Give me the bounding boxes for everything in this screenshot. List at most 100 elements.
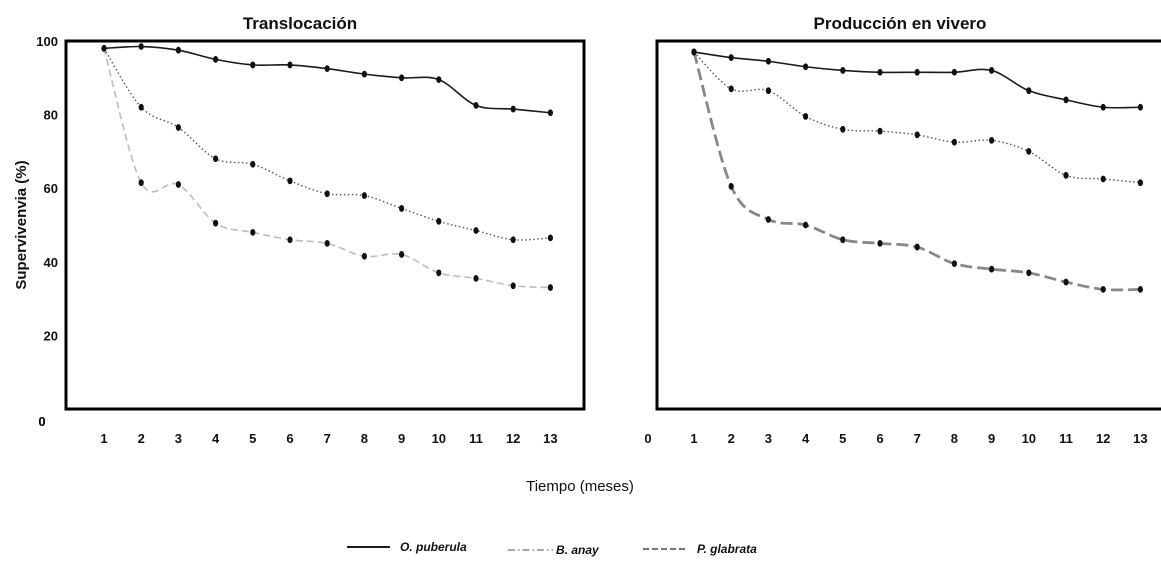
- panel-1-series-line-1: [103, 45, 551, 114]
- panel-1-series-3-point: [324, 190, 330, 198]
- panel-2-series-1-point: [1026, 87, 1032, 95]
- y-axis-label: Supervivenvia (%): [13, 160, 30, 289]
- panel-2-series-2-point: [1026, 148, 1032, 155]
- panel-1-series-1-point: [138, 43, 144, 50]
- panel-2-title: Producción en vivero: [814, 14, 987, 33]
- panel-2-frame: [655, 39, 1161, 411]
- panel-2-series-2-point: [877, 127, 883, 135]
- panel-1-y-tick: 60: [44, 181, 58, 196]
- panel-2-series-line-1: [693, 51, 1141, 109]
- panel-1-x-tick: 10: [432, 431, 446, 446]
- panel-2-x-tick: 5: [839, 431, 846, 446]
- legend-label-b-anay: B. anay: [556, 543, 600, 557]
- panel-1-series-1-point: [399, 74, 405, 82]
- panel-2-series-3-point: [691, 48, 697, 56]
- panel-1-series-2-point: [399, 251, 405, 258]
- panel-1-x-tick: 2: [138, 431, 145, 446]
- x-axis-label: Tiempo (meses): [526, 478, 634, 495]
- panel-2-series-2-point: [803, 113, 809, 120]
- panel-1-series-2-point: [361, 252, 367, 260]
- panel-2-x-tick: 4: [802, 431, 810, 446]
- panel-1-series-line-3: [103, 47, 551, 241]
- panel-2-series-3-point: [1063, 278, 1069, 286]
- panel-2-series-2-point: [914, 131, 920, 139]
- panel-2-series-1-point: [803, 63, 809, 71]
- panel-2-x-tick: 10: [1022, 431, 1036, 446]
- panel-1-series-3-point: [510, 236, 516, 244]
- panel-1-series-1-point: [250, 61, 256, 69]
- panel-1-series-3-point: [473, 227, 479, 234]
- panel-1-series-3-point: [547, 234, 554, 242]
- panel-1-y-tick: 40: [44, 255, 58, 270]
- panel-2-series-1-point: [840, 67, 846, 74]
- panel-1-y-tick-zero: 0: [38, 414, 45, 429]
- panel-1-x-tick: 6: [286, 431, 293, 446]
- panel-2-series-3-point: [1026, 269, 1032, 277]
- panel-1-y-tick: 100: [36, 34, 58, 49]
- panel-2-series-2-point: [840, 125, 846, 133]
- panel-1-title: Translocación: [243, 14, 357, 33]
- panel-2-series-3-point: [914, 243, 920, 251]
- panel-2-series-3-point: [1100, 286, 1106, 293]
- panel-2-series-3-point: [1137, 286, 1143, 293]
- panel-1-series-3-point: [287, 177, 293, 185]
- panel-2-series-1-point: [1100, 103, 1106, 111]
- panel-2-x-tick: 9: [988, 431, 995, 446]
- panel-2-series-1-point: [951, 68, 958, 76]
- panel-2-x-tick: 1: [690, 431, 697, 446]
- panel-2-series-1-point: [728, 54, 734, 61]
- legend-label-o-puberula: O. puberula: [400, 540, 467, 554]
- panel-1-series-3-point: [436, 217, 442, 225]
- panel-1-origin-label: 0: [38, 414, 45, 429]
- panel-1-y-tick: 80: [44, 108, 58, 123]
- panel-1-series-1-point: [324, 65, 330, 72]
- panel-1-series-line-2: [103, 48, 551, 289]
- panel-2-series-2-point: [989, 136, 995, 144]
- legend: O. puberula B. anay P. glabrata: [347, 540, 757, 557]
- panel-1-series-3-point: [101, 44, 107, 52]
- panel-2-series-2-point: [1137, 179, 1143, 187]
- panel-1-x-tick: 4: [212, 431, 220, 446]
- panel-2-series-line-3: [692, 51, 1141, 292]
- panel-1-series-1-point: [547, 109, 554, 117]
- panel-2-series-1-point: [989, 67, 995, 74]
- panel-1-series-2-point: [138, 179, 144, 187]
- panel-1-x-tick: 13: [543, 431, 557, 446]
- panel-2-series-3-point: [765, 216, 772, 223]
- panel-1-x-tick: 8: [361, 431, 368, 446]
- panel-2-series-3-point: [840, 236, 846, 244]
- panel-2-x-tick: 2: [728, 431, 735, 446]
- panel-1-series-1-point: [473, 102, 479, 109]
- panel-1-x-tick: 3: [175, 431, 182, 446]
- panel-2-series-2-point: [951, 138, 958, 146]
- panel-1-series-2-point: [547, 284, 554, 291]
- panel-1-series-2-point: [213, 219, 219, 227]
- panel-2-origin-label: 0: [644, 431, 651, 446]
- panel-2-series-2-point: [1100, 175, 1106, 183]
- panel-1-series-1-point: [213, 56, 219, 63]
- panel-1-series-2-point: [473, 274, 479, 282]
- panel-1-x-tick: 12: [506, 431, 520, 446]
- panel-1-series-2-point: [510, 282, 516, 290]
- panel-1-frame: [64, 39, 586, 411]
- panel-1-series-1-point: [361, 70, 367, 78]
- panel-2-x-tick: 8: [951, 431, 958, 446]
- panel-1-series-3-point: [213, 155, 219, 163]
- panel-1-series-3-point: [175, 124, 181, 131]
- panel-1-series-3-point: [250, 160, 256, 168]
- panel-2-series-3-point: [803, 221, 809, 229]
- panel-2-x-tick: 11: [1059, 431, 1073, 446]
- panel-1-x-tick: 5: [249, 431, 256, 446]
- panel-2-x-tick: 7: [914, 431, 921, 446]
- panel-1-series-2-point: [250, 228, 256, 236]
- panel-2-series-3-point: [728, 182, 734, 190]
- panel-2-series-1-point: [765, 57, 772, 65]
- panel-2-series-2-point: [728, 85, 734, 93]
- panel-1-x-tick: 7: [324, 431, 331, 446]
- panel-1-series-2-point: [436, 269, 442, 277]
- panel-1-series-1-point: [175, 46, 181, 54]
- legend-label-p-glabrata: P. glabrata: [697, 542, 757, 556]
- panel-2-x-tick: 13: [1133, 431, 1147, 446]
- panel-1-series-3-point: [138, 103, 144, 111]
- panel-2-series-2-point: [1063, 171, 1069, 179]
